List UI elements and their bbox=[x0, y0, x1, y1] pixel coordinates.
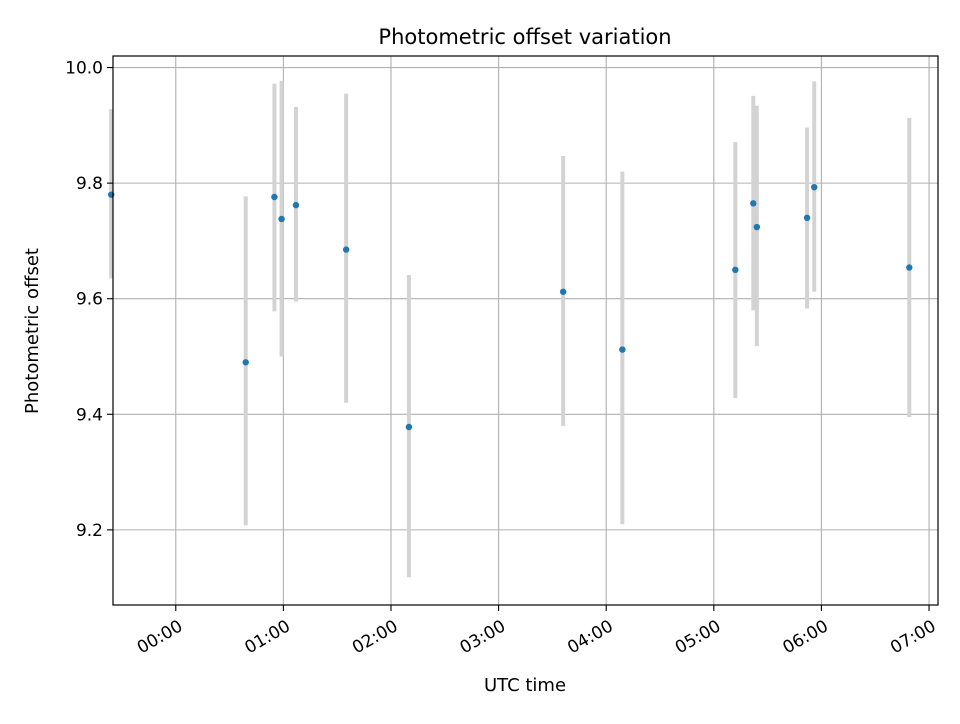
chart-title: Photometric offset variation bbox=[378, 25, 671, 49]
data-point bbox=[803, 214, 811, 222]
data-point bbox=[750, 200, 757, 207]
data-point bbox=[559, 288, 567, 295]
y-tick-label: 10.0 bbox=[65, 59, 103, 79]
data-point bbox=[342, 246, 350, 253]
plot-frame bbox=[112, 55, 939, 606]
data-point bbox=[292, 201, 300, 209]
data-point bbox=[271, 193, 278, 201]
x-axis-label: UTC time bbox=[484, 675, 566, 696]
data-point bbox=[405, 423, 413, 431]
y-tick-label: 9.2 bbox=[76, 521, 103, 541]
y-tick-label: 9.6 bbox=[76, 290, 103, 310]
y-tick-label: 9.4 bbox=[76, 405, 103, 425]
y-tick-label: 9.8 bbox=[76, 174, 103, 194]
data-point bbox=[906, 264, 913, 271]
data-point bbox=[811, 183, 818, 191]
data-point bbox=[753, 223, 761, 231]
data-points bbox=[108, 183, 913, 431]
data-point bbox=[242, 359, 249, 366]
data-point bbox=[732, 266, 739, 274]
data-point bbox=[619, 346, 626, 353]
y-axis-label: Photometric offset bbox=[22, 248, 43, 414]
data-point bbox=[278, 215, 285, 223]
